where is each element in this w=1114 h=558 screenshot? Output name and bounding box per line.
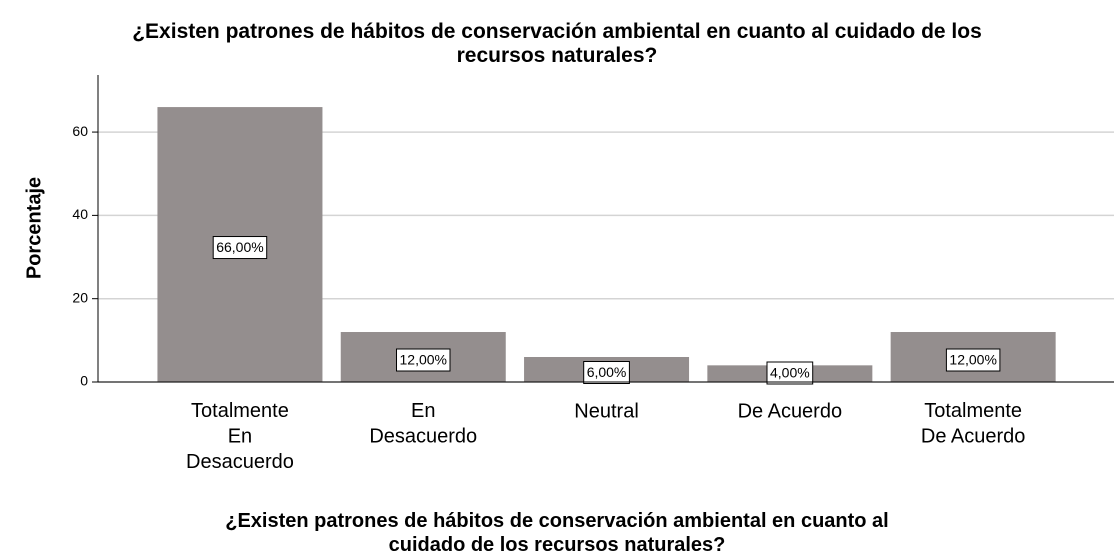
y-tick-label: 0 — [80, 373, 88, 389]
value-label-box — [945, 348, 1001, 372]
x-tick-label: Neutral — [574, 400, 638, 422]
x-tick-label: Totalmente En Desacuerdo — [186, 400, 294, 473]
x-tick-label: De Acuerdo — [738, 400, 843, 422]
y-axis-title: Porcentaje — [23, 177, 45, 279]
y-tick-label: 20 — [72, 289, 88, 305]
value-label-box — [212, 236, 268, 260]
y-tick-label: 60 — [72, 123, 88, 139]
value-label: 4,00% — [770, 365, 810, 381]
x-tick-label: Totalmente De Acuerdo — [921, 400, 1026, 448]
value-label: 12,00% — [949, 352, 996, 368]
value-label-box — [396, 348, 451, 372]
y-tick-label: 40 — [72, 206, 88, 222]
x-tick-label: En Desacuerdo — [369, 400, 477, 448]
x-axis-title: ¿Existen patrones de hábitos de conserva… — [225, 510, 889, 556]
value-label: 66,00% — [216, 239, 263, 255]
value-label-box — [583, 361, 630, 385]
value-label: 12,00% — [400, 352, 447, 368]
value-label: 6,00% — [587, 364, 627, 380]
value-label-box — [766, 361, 814, 385]
chart-title: ¿Existen patrones de hábitos de conserva… — [132, 20, 982, 67]
